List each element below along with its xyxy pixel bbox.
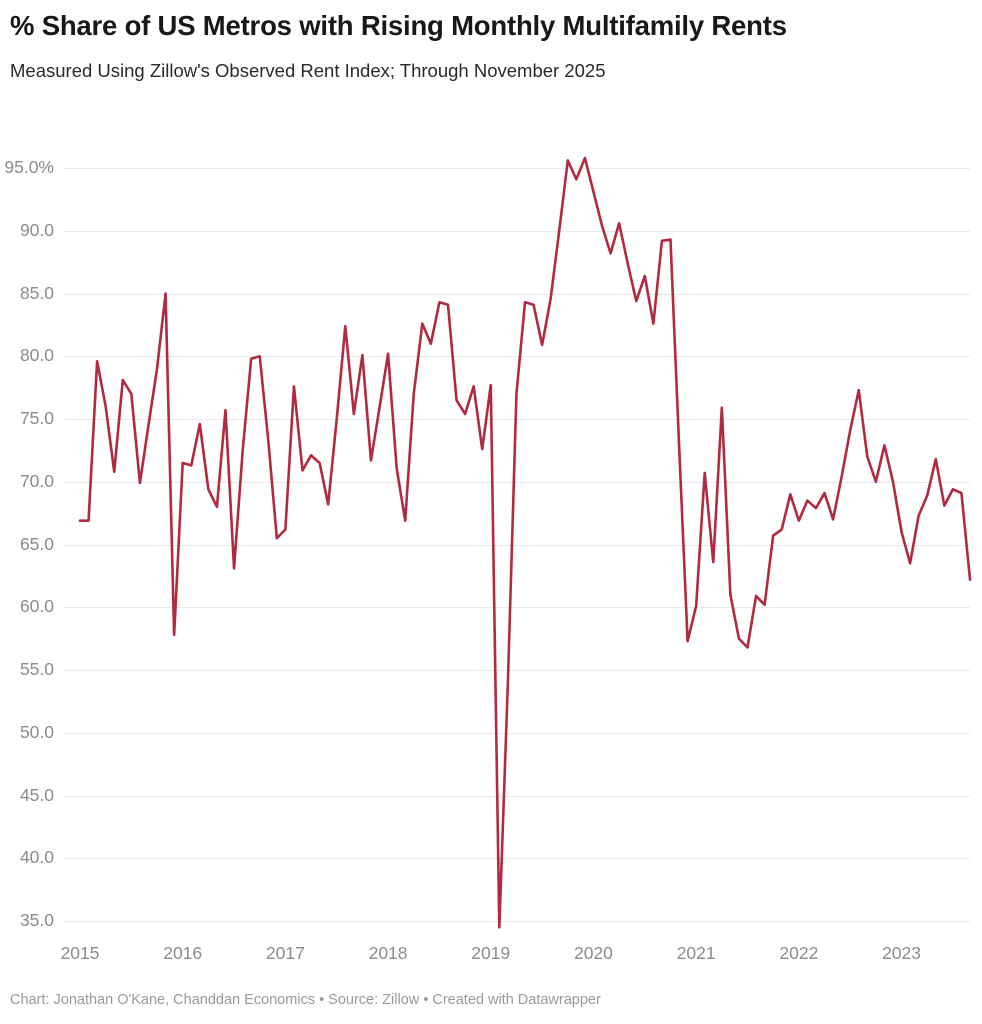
y-axis-tick-label: 35.0 (20, 910, 54, 930)
line-chart-svg: 35.0 40.0 45.0 50.0 55.0 60.0 65.0 70.0 75.0 80.0… (4, 156, 972, 963)
page-title: % Share of US Metros with Rising Monthly… (10, 10, 787, 41)
series-line (78, 156, 972, 929)
y-axis-tick-labels: 35.0 40.0 45.0 50.0 55.0 60.0 65.0 70.0 75.0 80.0… (4, 157, 54, 930)
y-axis-tick-label: 85.0 (20, 283, 54, 303)
y-axis-tick-label: 55.0 (20, 659, 54, 679)
y-axis-tick-label: 75.0 (20, 408, 54, 428)
x-axis-tick-label: 2019 (471, 943, 510, 963)
x-axis-tick-label: 2021 (677, 943, 716, 963)
y-axis-tick-label: 45.0 (20, 785, 54, 805)
chart-subtitle: Measured Using Zillow's Observed Rent In… (10, 59, 606, 81)
y-axis-tick-label: 70.0 (20, 471, 54, 491)
x-axis-tick-label: 2023 (882, 943, 921, 963)
footer-credit: Chart: Jonathan O'Kane, Chanddan Economi… (10, 992, 601, 1009)
gridline-group (64, 168, 970, 922)
x-axis-tick-label: 2022 (779, 943, 818, 963)
y-axis-tick-label: 65.0 (20, 534, 54, 554)
chart-header: % Share of US Metros with Rising Monthly… (0, 0, 982, 83)
x-axis-tick-label: 2015 (61, 943, 100, 963)
y-axis-tick-label: 95.0% (4, 157, 54, 177)
chart-plot-area: 35.0 40.0 45.0 50.0 55.0 60.0 65.0 70.0 75.0 80.0… (0, 148, 982, 978)
x-axis-tick-label: 2018 (369, 943, 408, 963)
x-axis-tick-label: 2016 (163, 943, 202, 963)
series-group (78, 156, 972, 929)
x-axis-tick-label: 2020 (574, 943, 613, 963)
y-axis-tick-label: 50.0 (20, 722, 54, 742)
chart-footer: Chart: Jonathan O'Kane, Chanddan Economi… (10, 991, 970, 1010)
y-axis-tick-label: 40.0 (20, 847, 54, 867)
x-axis-tick-label: 2017 (266, 943, 305, 963)
x-axis-tick-labels: 2015201620172018201920202021202220232024… (61, 943, 921, 963)
y-axis-tick-label: 60.0 (20, 596, 54, 616)
y-axis-tick-label: 80.0 (20, 345, 54, 365)
y-axis-tick-label: 90.0 (20, 220, 54, 240)
